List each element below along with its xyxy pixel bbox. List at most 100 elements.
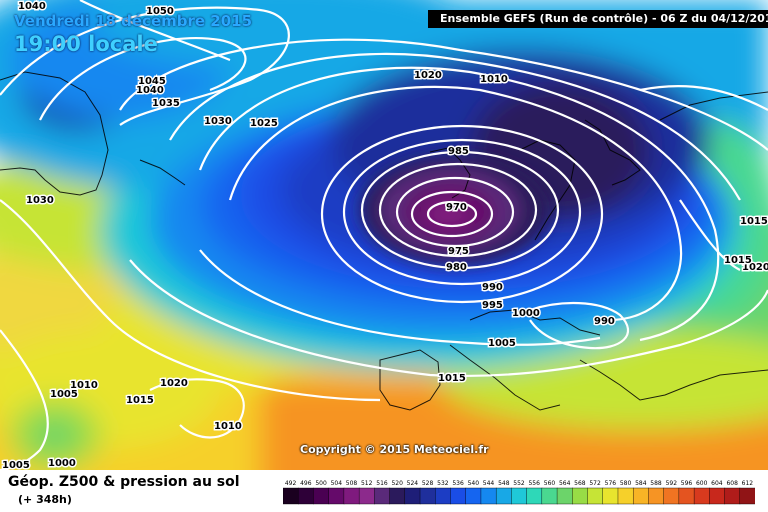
isobar-label: 1015 [438,373,466,384]
isobar-label: 1005 [50,389,78,400]
scale-swatch [389,487,406,505]
scale-swatch [678,487,695,505]
scale-swatch [450,487,467,505]
isobars [0,0,768,470]
isobar-label: 1025 [250,118,278,129]
scale-tick-label: 544 [483,480,495,487]
scale-swatch [358,487,375,505]
copyright-notice: Copyright © 2015 Meteociel.fr [300,443,489,456]
scale-tick-label: 504 [331,480,343,487]
isobar-label: 1050 [146,6,174,17]
scale-tick-label: 580 [620,480,632,487]
scale-tick-label: 500 [315,480,327,487]
scale-swatch [572,487,589,505]
scale-tick-label: 556 [528,480,540,487]
scale-swatch [632,487,649,505]
isobar-label: 990 [482,282,503,293]
scale-swatch [663,487,680,505]
pressure-map: 1040 1050 1045 1040 1035 1030 1025 1020 … [0,0,768,470]
isobar-label: 1015 [740,216,768,227]
forecast-lead-time: (+ 348h) [18,493,72,506]
scale-tick-label: 564 [559,480,571,487]
valid-time: 19:00 locale [14,32,158,56]
scale-tick-label: 524 [407,480,419,487]
isobar-label: 1000 [48,458,76,469]
isobar-label: 1010 [214,421,242,432]
scale-tick-label: 528 [422,480,434,487]
low-core [360,155,550,265]
scale-swatch [480,487,497,505]
scale-tick-label: 516 [376,480,388,487]
scale-tick-label: 608 [726,480,738,487]
scale-tick-label: 572 [589,480,601,487]
scale-swatch [404,487,421,505]
scale-swatch [495,487,512,505]
coastlines [0,71,768,411]
scale-tick-label: 496 [300,480,312,487]
scale-tick-label: 548 [498,480,510,487]
scale-tick-label: 592 [666,480,678,487]
scale-swatch [298,487,314,505]
isobar-label: 1010 [480,74,508,85]
scale-swatch [374,487,391,505]
scale-tick-label: 512 [361,480,373,487]
scale-swatch [556,487,573,505]
scale-tick-label: 508 [346,480,358,487]
scale-swatch [343,487,360,505]
scale-swatch [435,487,451,505]
scale-tick-label: 540 [468,480,480,487]
isobar-label: 1045 [138,76,166,87]
isobar-label: 1010 [70,380,98,391]
scale-swatch [541,487,558,505]
scale-tick-label: 532 [437,480,449,487]
scale-tick-label: 520 [391,480,403,487]
isobar-label: 1005 [488,338,516,349]
isobar-label: 985 [448,146,469,157]
isobar-label: 1020 [414,70,442,81]
scale-tick-label: 584 [635,480,647,487]
scale-swatch [648,487,665,505]
scale-tick-label: 612 [742,480,754,487]
isobar-labels: 1040 1050 1045 1040 1035 1030 1025 1020 … [1,0,768,470]
isobar-label: 990 [594,316,615,327]
scale-tick-label: 596 [681,480,693,487]
scale-swatch [709,487,726,505]
isobar-label: 975 [448,246,469,257]
isobar-label: 1020 [160,378,188,389]
isobar-label: 995 [482,300,503,311]
valid-date: Vendredi 18 décembre 2015 [14,12,253,30]
scale-swatch [419,487,436,505]
isobar-label: 1015 [724,255,752,266]
scale-swatch [511,487,528,505]
scale-tick-label: 568 [574,480,586,487]
scale-swatch [465,487,482,505]
isobar-label: 1020 [742,262,768,273]
isobar-label: 980 [446,262,467,273]
isobar-label: 1015 [126,395,154,406]
scale-tick-label: 600 [696,480,708,487]
scale-swatch [617,487,634,505]
scale-swatch [724,487,741,505]
scale-tick-label: 560 [544,480,556,487]
scale-tick-label: 552 [513,480,525,487]
scale-tick-label: 536 [452,480,464,487]
scale-tick-label: 604 [711,480,723,487]
isobar-label: 1005 [2,460,30,470]
scale-tick-label: 492 [285,480,297,487]
scale-tick-label: 576 [605,480,617,487]
scale-swatch [313,487,330,505]
map-title: Géop. Z500 & pression au sol [8,474,240,490]
isobar-label: 1040 [18,1,46,12]
scale-swatch [328,487,345,505]
isobar-label: 970 [446,202,467,213]
isobar-label: 1030 [26,195,54,206]
color-scale-legend: 492 496 500 504 508 512 516 520 524 528 532 536 540 5… [283,480,755,505]
scale-tick-label: 588 [650,480,662,487]
run-info-banner: Ensemble GEFS (Run de contrôle) - 06 Z d… [428,10,768,28]
scale-swatch [587,487,604,505]
scale-swatch [283,487,299,505]
isobar-label: 1040 [136,85,164,96]
scale-swatch [602,487,619,505]
scale-swatch [526,487,543,505]
